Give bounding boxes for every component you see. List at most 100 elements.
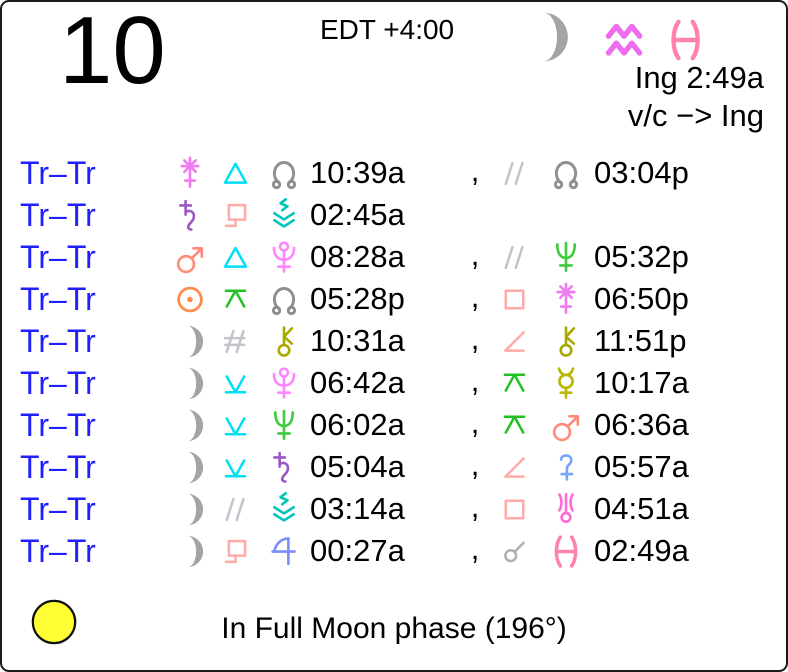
day-number: 10 xyxy=(59,0,166,104)
separator-comma: , xyxy=(470,447,480,482)
saturn-icon xyxy=(258,450,310,485)
transit-type-label: Tr–Tr xyxy=(20,322,96,359)
semisquare-icon xyxy=(490,329,538,354)
sesquiquadrate-icon xyxy=(212,539,258,564)
aspect-time: 11:51p xyxy=(594,323,687,358)
transit-type-label: Tr–Tr xyxy=(20,280,96,317)
conjunction-icon xyxy=(490,539,538,564)
separator-comma: , xyxy=(470,531,480,566)
trine-icon xyxy=(212,161,258,186)
transit-type-label: Tr–Tr xyxy=(20,406,96,443)
jupiter-icon xyxy=(258,534,310,569)
pisces-icon xyxy=(668,18,703,67)
north-node-icon xyxy=(538,156,594,191)
separator-comma: , xyxy=(470,279,480,314)
quincunx-icon xyxy=(212,287,258,312)
separator-comma: , xyxy=(470,237,480,272)
aquarius-icon xyxy=(604,18,645,67)
aspect-time: 05:28p xyxy=(310,281,405,316)
transit-type-label: Tr–Tr xyxy=(20,532,96,569)
transit-type-label: Tr–Tr xyxy=(20,364,96,401)
pluto-icon xyxy=(258,366,310,401)
aspect-row: Tr–Tr 10:31a , 11:51p xyxy=(2,320,780,362)
aspect-time: 10:17a xyxy=(594,365,689,400)
aspect-row: Tr–Tr 10:39a , 03:04p xyxy=(2,152,780,194)
aspect-row: Tr–Tr 00:27a , 02:49a xyxy=(2,530,780,572)
transit-type-label: Tr–Tr xyxy=(20,238,96,275)
sun-icon xyxy=(168,282,212,317)
chiron-icon xyxy=(538,324,594,359)
aspect-time: 02:45a xyxy=(310,197,405,232)
separator-comma: , xyxy=(470,153,480,188)
quincunx-icon xyxy=(490,413,538,438)
mars-icon xyxy=(168,240,212,275)
transit-type-label: Tr–Tr xyxy=(20,490,96,527)
moon-icon xyxy=(168,492,212,527)
aspect-row: Tr–Tr 05:04a , 05:57a xyxy=(2,446,780,488)
aspect-time: 03:14a xyxy=(310,491,405,526)
vesta-icon xyxy=(258,491,310,527)
aspect-time: 02:49a xyxy=(594,533,689,568)
vesta-icon xyxy=(258,197,310,233)
neptune-icon xyxy=(258,408,310,443)
aspect-time: 10:31a xyxy=(310,323,405,358)
parallel-icon xyxy=(212,497,258,522)
quincunx-icon xyxy=(490,371,538,396)
ingress-time-label: Ing 2:49a xyxy=(634,60,764,95)
square-icon xyxy=(490,287,538,312)
contraparallel-icon xyxy=(212,329,258,354)
separator-comma: , xyxy=(470,363,480,398)
aspect-time: 05:32p xyxy=(594,239,689,274)
aspect-rows: Tr–Tr 10:39a , 03:04p Tr–Tr 02:45a Tr–Tr… xyxy=(2,152,780,572)
void-of-course-label: v/c −> Ing xyxy=(627,98,764,133)
aspect-row: Tr–Tr 03:14a , 04:51a xyxy=(2,488,780,530)
juno-icon xyxy=(168,155,212,191)
sesquiquadrate-icon xyxy=(212,203,258,228)
mars-icon xyxy=(538,408,594,443)
semisextile-icon xyxy=(212,413,258,438)
aspect-time: 08:28a xyxy=(310,239,405,274)
moon-icon xyxy=(168,408,212,443)
pluto-icon xyxy=(258,240,310,275)
aspect-time: 05:57a xyxy=(594,449,689,484)
moon-icon xyxy=(168,534,212,569)
aspect-time: 10:39a xyxy=(310,155,405,190)
aspect-time: 00:27a xyxy=(310,533,405,568)
aspect-row: Tr–Tr 05:28p , 06:50p xyxy=(2,278,780,320)
parallel-icon xyxy=(490,161,538,186)
transit-type-label: Tr–Tr xyxy=(20,154,96,191)
north-node-icon xyxy=(258,156,310,191)
aspect-row: Tr–Tr 08:28a , 05:32p xyxy=(2,236,780,278)
ceres-icon xyxy=(538,450,594,485)
aspect-row: Tr–Tr 06:02a , 06:36a xyxy=(2,404,780,446)
aspect-time: 06:42a xyxy=(310,365,405,400)
separator-comma: , xyxy=(470,321,480,356)
parallel-icon xyxy=(490,245,538,270)
moon-icon xyxy=(168,450,212,485)
aspect-time: 06:02a xyxy=(310,407,405,442)
aspect-time: 03:04p xyxy=(594,155,689,190)
separator-comma: , xyxy=(470,405,480,440)
aspect-row: Tr–Tr 06:42a , 10:17a xyxy=(2,362,780,404)
full-moon-icon xyxy=(30,598,78,651)
separator-comma: , xyxy=(470,489,480,524)
trine-icon xyxy=(212,245,258,270)
moon-icon xyxy=(526,10,569,69)
semisquare-icon xyxy=(490,455,538,480)
neptune-icon xyxy=(538,240,594,275)
transit-type-label: Tr–Tr xyxy=(20,448,96,485)
chiron-icon xyxy=(258,324,310,359)
semisextile-icon xyxy=(212,455,258,480)
aspect-time: 05:04a xyxy=(310,449,405,484)
moon-icon xyxy=(168,366,212,401)
pisces-icon xyxy=(538,534,594,569)
moon-phase-label: In Full Moon phase (196°) xyxy=(221,612,567,645)
juno-icon xyxy=(538,281,594,317)
aspect-time: 06:50p xyxy=(594,281,689,316)
moon-icon xyxy=(168,324,212,359)
uranus-icon xyxy=(538,492,594,527)
saturn-icon xyxy=(168,198,212,233)
mercury-icon xyxy=(538,366,594,401)
aspect-row: Tr–Tr 02:45a xyxy=(2,194,780,236)
